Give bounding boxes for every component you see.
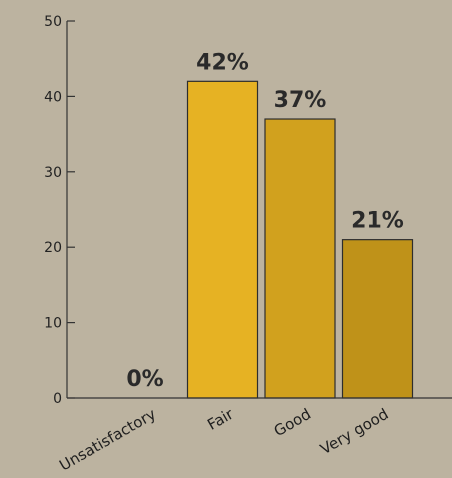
data-label: 21%	[351, 209, 404, 234]
bar-fair	[186, 80, 259, 399]
data-label: 37%	[274, 88, 327, 113]
y-tick-label: 30	[44, 165, 62, 181]
bar-very-good	[341, 239, 414, 399]
y-tick-label: 40	[44, 89, 62, 105]
data-label: 0%	[126, 367, 163, 392]
bars	[186, 80, 414, 399]
y-tick-label: 50	[44, 14, 62, 30]
y-axis: 0 10 20 30 40 50	[44, 14, 75, 407]
data-labels: 0% 42% 37% 21%	[126, 50, 404, 392]
x-tick-label: Fair	[204, 404, 237, 433]
x-tick-label: Very good	[317, 405, 391, 458]
y-tick-label: 20	[44, 240, 62, 256]
bar-good	[264, 118, 336, 399]
x-tick-label: Good	[271, 405, 314, 440]
y-tick-label: 0	[53, 391, 62, 407]
data-label: 42%	[196, 50, 249, 75]
x-tick-label: Unsatisfactory	[56, 405, 159, 475]
x-axis: Unsatisfactory Fair Good Very good	[56, 397, 452, 475]
y-tick-label: 10	[44, 316, 62, 332]
